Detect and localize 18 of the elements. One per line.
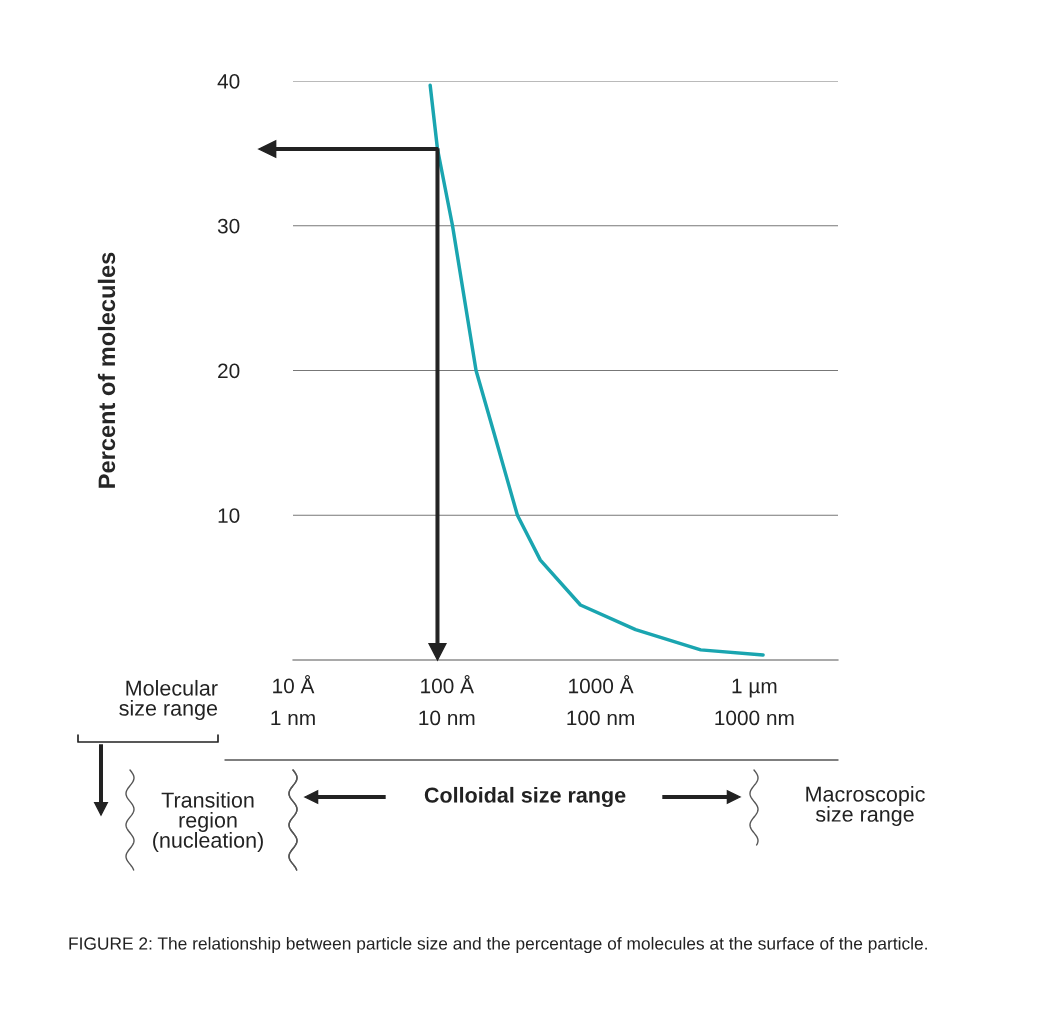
x-tick-label: 1 nm (271, 710, 315, 726)
y-axis-title: Percent of molecules (97, 252, 116, 488)
y-tick-label: 20 (218, 363, 240, 379)
text: Macroscopic size range (806, 785, 925, 827)
text: Colloidal size range (424, 786, 626, 808)
text: 100 Å (421, 674, 474, 694)
y-tick-label: 10 (218, 508, 240, 523)
x-tick-label: 10 nm (419, 710, 475, 726)
text: Molecular size range (119, 679, 218, 721)
x-tick-label: 1000 nm (715, 710, 794, 726)
caption: FIGURE 2: The relationship between particle size and the percentage of molecules at the surface of the particle. (69, 936, 927, 954)
text: 1 µm (732, 678, 777, 698)
text: 1000 Å (569, 674, 634, 694)
text: Transition region (nucleation) (153, 791, 263, 853)
x-tick-label: 100 nm (567, 710, 634, 726)
y-tick-label: 40 (217, 74, 240, 89)
text: 10 Å (273, 674, 315, 694)
y-tick-label: 30 (217, 218, 240, 234)
